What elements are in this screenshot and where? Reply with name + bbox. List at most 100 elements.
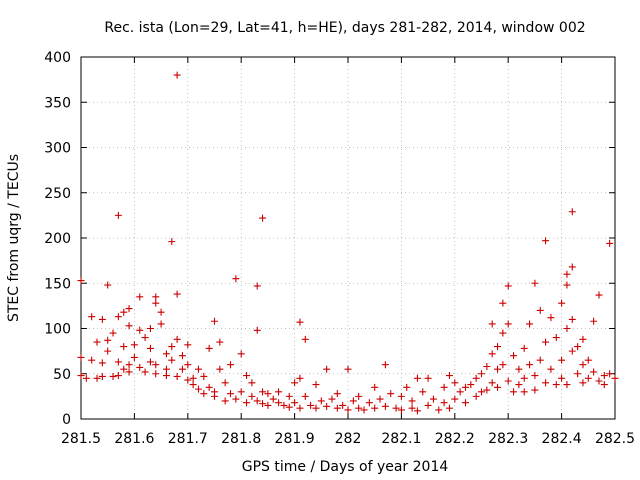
- data-point: [600, 372, 608, 380]
- data-point: [344, 365, 352, 373]
- data-point: [542, 338, 550, 346]
- data-point: [168, 356, 176, 364]
- data-point: [211, 392, 218, 400]
- data-point: [445, 372, 453, 380]
- data-point: [243, 399, 251, 407]
- data-point: [595, 291, 603, 299]
- data-point: [194, 365, 202, 373]
- data-point: [162, 365, 170, 373]
- data-point: [189, 374, 197, 382]
- x-axis-tick-labels: 281.5 281.6 281.7 281.8 281.9 282 282.1 282.2 28…: [61, 431, 635, 447]
- data-point: [552, 334, 560, 342]
- data-point: [323, 365, 331, 373]
- data-point: [558, 356, 566, 364]
- x-tick-label: 282.2: [435, 431, 475, 447]
- data-point: [349, 397, 357, 405]
- data-point: [130, 341, 138, 349]
- data-point: [227, 361, 235, 369]
- data-point: [77, 353, 85, 361]
- data-point: [136, 326, 144, 334]
- data-point: [456, 388, 464, 396]
- data-point: [237, 350, 245, 358]
- data-point: [253, 397, 261, 405]
- data-point: [440, 383, 448, 391]
- data-point: [157, 320, 165, 328]
- data-point: [606, 239, 614, 247]
- y-tick-label: 300: [44, 141, 71, 157]
- data-points: [77, 71, 619, 415]
- data-point: [568, 315, 576, 323]
- data-point: [451, 379, 459, 387]
- y-tick-label: 100: [44, 322, 71, 338]
- data-point: [590, 368, 598, 376]
- data-point: [125, 368, 133, 376]
- data-point: [125, 361, 133, 369]
- data-point: [387, 390, 395, 398]
- data-point: [77, 372, 85, 380]
- data-point: [376, 395, 384, 403]
- data-point: [152, 370, 160, 378]
- data-point: [435, 406, 443, 414]
- data-point: [178, 352, 186, 360]
- data-point: [248, 379, 256, 387]
- data-point: [280, 401, 288, 409]
- data-point: [232, 275, 240, 283]
- data-point: [371, 404, 379, 412]
- data-point: [141, 368, 149, 376]
- data-point: [93, 338, 101, 346]
- data-point: [504, 320, 512, 328]
- data-point: [461, 383, 469, 391]
- data-point: [355, 404, 363, 412]
- data-point: [494, 383, 502, 391]
- data-point: [109, 329, 117, 337]
- data-point: [472, 392, 480, 400]
- data-point: [424, 374, 432, 382]
- data-point: [259, 400, 267, 408]
- data-point: [579, 379, 587, 387]
- data-point: [381, 361, 389, 369]
- data-point: [494, 365, 502, 373]
- x-tick-label: 282.4: [542, 431, 582, 447]
- y-tick-label: 250: [44, 186, 71, 202]
- x-tick-label: 282.1: [381, 431, 421, 447]
- data-point: [333, 404, 341, 412]
- data-point: [141, 334, 149, 342]
- data-point: [221, 397, 229, 405]
- data-point: [323, 402, 331, 410]
- data-point: [114, 372, 122, 380]
- data-point: [563, 381, 571, 389]
- data-point: [301, 392, 309, 400]
- data-point: [536, 356, 544, 364]
- data-point: [371, 383, 379, 391]
- data-point: [339, 401, 347, 409]
- data-point: [344, 406, 352, 414]
- data-point: [494, 343, 502, 351]
- data-point: [397, 392, 405, 400]
- data-point: [146, 344, 154, 352]
- data-point: [317, 397, 325, 405]
- data-point: [531, 372, 539, 380]
- data-point: [328, 395, 336, 403]
- data-point: [125, 322, 133, 330]
- data-point: [606, 370, 614, 378]
- data-point: [178, 365, 186, 373]
- data-point: [77, 277, 85, 285]
- data-point: [264, 401, 272, 409]
- y-tick-label: 200: [44, 231, 71, 247]
- data-point: [558, 299, 566, 307]
- data-point: [419, 388, 427, 396]
- data-point: [355, 392, 363, 400]
- y-tick-label: 50: [53, 367, 71, 383]
- y-axis-tick-labels: 0 50 100 150 200 250 300 350 400: [44, 50, 71, 428]
- x-tick-label: 282.3: [488, 431, 528, 447]
- data-point: [547, 365, 555, 373]
- data-point: [259, 388, 267, 396]
- data-point: [275, 388, 283, 396]
- data-point: [515, 365, 523, 373]
- data-point: [269, 395, 277, 403]
- data-point: [120, 365, 128, 373]
- data-point: [104, 281, 112, 289]
- y-tick-label: 150: [44, 276, 71, 292]
- data-point: [307, 401, 315, 409]
